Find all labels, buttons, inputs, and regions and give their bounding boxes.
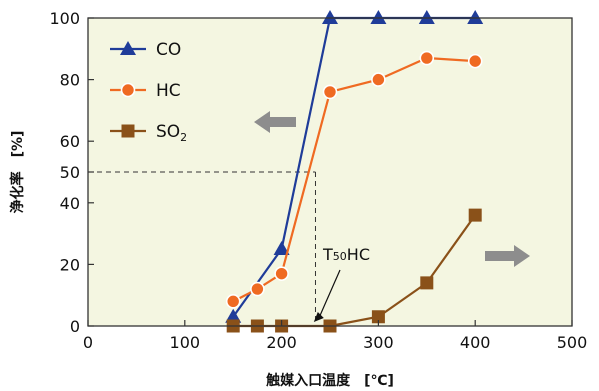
data-point-co	[273, 241, 290, 255]
y-tick-label: 80	[60, 71, 80, 90]
left-arrow-icon	[254, 111, 296, 133]
data-point-co	[467, 10, 484, 24]
legend-label-hc: HC	[156, 81, 181, 101]
y-tick-label: 50	[60, 163, 80, 182]
x-tick-label: 400	[460, 333, 491, 352]
legend: CO HC SO2	[110, 40, 187, 144]
x-tick-label: 300	[363, 333, 394, 352]
y-tick-label: 0	[70, 317, 80, 336]
legend-marker-so	[121, 124, 135, 138]
legend-marker-hc	[120, 82, 136, 98]
x-tick-label: 500	[557, 333, 588, 352]
y-axis-label: 浄化率 [%]	[9, 131, 26, 214]
data-point-so	[371, 310, 385, 324]
plot-area	[88, 18, 572, 326]
y-tick-label: 20	[60, 255, 80, 274]
data-point-co	[225, 308, 242, 323]
x-tick-label: 200	[266, 333, 297, 352]
reference-lines	[88, 171, 316, 326]
data-point-so	[468, 208, 482, 222]
data-point-so	[420, 276, 434, 290]
annotations: T50HC	[313, 245, 370, 322]
right-arrow-icon	[485, 245, 530, 267]
data-point-co	[322, 10, 338, 24]
x-axis-label: 触媒入口温度 [℃]	[265, 372, 394, 389]
data-point-co	[370, 10, 387, 24]
data-point-hc	[419, 50, 435, 66]
y-tick-label: 100	[49, 9, 80, 28]
annotation-arrow-line	[319, 269, 341, 317]
axis-ticks: 0 100 200 300 400 500 0 20 40 50 60 80 100	[49, 9, 587, 352]
y-tick-label: 40	[60, 194, 80, 213]
x-tick-label: 0	[83, 333, 93, 352]
data-point-hc	[322, 84, 338, 100]
legend-label-so: SO2	[156, 122, 187, 144]
legend-label-co: CO	[156, 40, 181, 60]
data-point-hc	[250, 281, 265, 297]
x-tick-label: 100	[170, 333, 201, 352]
data-point-hc	[225, 294, 241, 309]
data-point-hc	[274, 266, 289, 281]
direction-arrows	[254, 111, 530, 267]
annotation-t50hc: T50HC	[322, 245, 370, 264]
y-tick-label: 60	[60, 132, 80, 151]
data-point-hc	[371, 72, 386, 87]
data-point-co	[418, 10, 435, 24]
series-hc	[225, 50, 483, 309]
data-point-hc	[467, 53, 483, 69]
legend-marker-co	[120, 41, 136, 55]
annotation-arrow-head	[313, 312, 324, 322]
